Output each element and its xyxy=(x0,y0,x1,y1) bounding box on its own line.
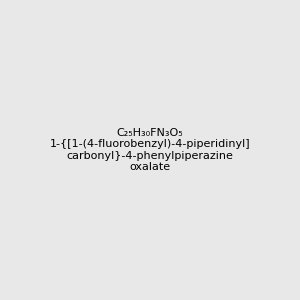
Text: C₂₅H₃₀FN₃O₅
1-{[1-(4-fluorobenzyl)-4-piperidinyl]
carbonyl}-4-phenylpiperazine
o: C₂₅H₃₀FN₃O₅ 1-{[1-(4-fluorobenzyl)-4-pip… xyxy=(50,128,250,172)
